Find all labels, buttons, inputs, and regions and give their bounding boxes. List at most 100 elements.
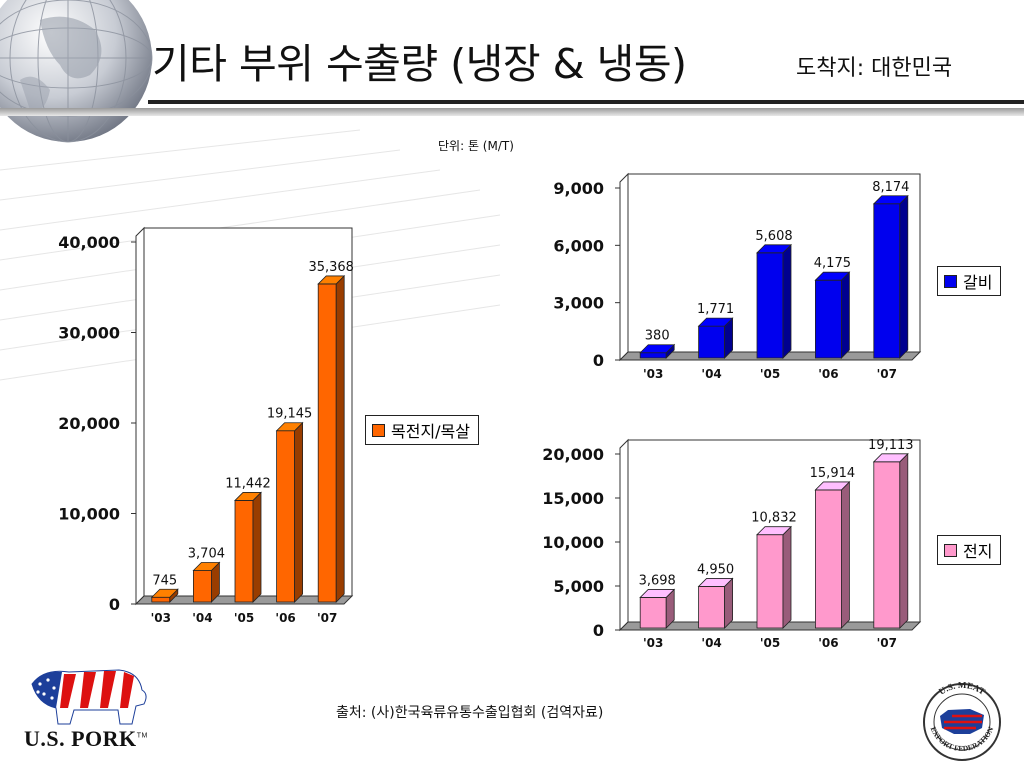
us-pork-logo xyxy=(31,669,147,725)
bar xyxy=(697,577,734,629)
bar-top xyxy=(814,271,851,281)
bar xyxy=(697,317,734,359)
data-label: 19,113 xyxy=(868,438,914,453)
bar-top xyxy=(317,275,346,285)
y-tick-label: 9,000 xyxy=(553,179,604,198)
x-tick-label: '03 xyxy=(643,636,663,650)
y-tick-label: 10,000 xyxy=(542,533,604,552)
bar-top xyxy=(192,562,221,571)
bar-top xyxy=(872,453,909,463)
data-label: 15,914 xyxy=(810,466,856,481)
bar-top xyxy=(275,422,304,432)
y-tick-label: 0 xyxy=(109,595,120,614)
bar-front xyxy=(815,489,842,629)
bar xyxy=(872,194,909,359)
data-label: 11,442 xyxy=(225,476,271,491)
bar-top xyxy=(756,526,792,536)
legend-ribs: 갈비 xyxy=(937,266,1002,296)
y-tick-label: 0 xyxy=(593,351,604,370)
legend-swatch xyxy=(944,543,957,557)
data-label: 1,771 xyxy=(697,302,734,317)
data-label: 4,950 xyxy=(697,562,734,577)
bar xyxy=(756,525,792,629)
title-shadow-rule xyxy=(0,108,1024,116)
x-tick-label: '07 xyxy=(317,611,337,625)
bar-front xyxy=(815,279,842,359)
bar-side xyxy=(899,452,909,629)
y-tick-label: 40,000 xyxy=(58,233,120,252)
x-tick-label: '03 xyxy=(151,611,171,625)
x-tick-label: '04 xyxy=(192,611,212,625)
y-tick-label: 10,000 xyxy=(58,505,120,524)
y-tick-label: 5,000 xyxy=(553,577,604,596)
bar-side xyxy=(724,577,733,629)
y-tick-label: 0 xyxy=(593,621,604,640)
data-label: 745 xyxy=(152,573,177,588)
legend-picnic: 전지 xyxy=(937,535,1002,565)
globe-icon xyxy=(0,0,153,143)
x-tick-label: '07 xyxy=(877,367,897,381)
bar xyxy=(275,421,304,603)
bar xyxy=(234,491,262,603)
legend-swatch xyxy=(372,423,385,437)
x-tick-label: '06 xyxy=(818,367,838,381)
y-tick-label: 15,000 xyxy=(542,489,604,508)
bar-side xyxy=(841,480,850,629)
bar-top xyxy=(150,588,179,598)
bar-top xyxy=(639,344,676,354)
x-tick-label: '06 xyxy=(275,611,295,625)
page-title: 기타 부위 수출량 (냉장 & 냉동) xyxy=(152,40,687,88)
bar-front xyxy=(756,534,784,629)
bar-front xyxy=(756,252,784,359)
y-tick-label: 3,000 xyxy=(553,294,604,313)
bar-front xyxy=(873,461,901,629)
data-label: 35,368 xyxy=(308,260,354,275)
source-note: 출처: (사)한국육류유통수출입협회 (검역자료) xyxy=(336,705,604,721)
data-label: 3,704 xyxy=(188,546,225,561)
bar-top xyxy=(872,195,909,205)
x-tick-label: '04 xyxy=(701,367,721,381)
bar xyxy=(317,274,346,603)
legend-swatch xyxy=(944,274,957,288)
title-rule xyxy=(148,100,1024,104)
legend-label: 목전지/목살 xyxy=(391,422,470,441)
x-tick-label: '05 xyxy=(760,367,780,381)
data-label: 5,608 xyxy=(755,229,792,244)
bar-top xyxy=(756,244,792,254)
legend-label: 갈비 xyxy=(963,273,993,292)
plot-side-wall xyxy=(619,438,629,632)
data-label: 19,145 xyxy=(267,407,313,422)
bar xyxy=(192,561,221,603)
bar xyxy=(639,343,676,359)
y-tick-label: 20,000 xyxy=(542,445,604,464)
page-subtitle: 도착지: 대한민국 xyxy=(796,56,953,81)
bar xyxy=(814,480,851,629)
bar xyxy=(150,588,179,603)
x-tick-label: '03 xyxy=(643,367,663,381)
y-tick-label: 6,000 xyxy=(553,236,604,255)
bar-top xyxy=(639,589,676,598)
y-tick-label: 30,000 xyxy=(58,324,120,343)
bar-top xyxy=(697,578,734,587)
bar-top xyxy=(234,492,262,501)
data-label: 3,698 xyxy=(639,573,676,588)
usmef-seal-logo: U.S. MEAT EXPORT FEDERATION xyxy=(923,682,1001,761)
bar xyxy=(814,271,851,359)
bar-top xyxy=(814,481,851,491)
legend-neck: 목전지/목살 xyxy=(365,415,479,445)
x-tick-label: '05 xyxy=(234,611,254,625)
bar xyxy=(756,243,792,359)
data-label: 8,174 xyxy=(872,180,909,195)
bar-front xyxy=(873,203,901,359)
x-tick-label: '07 xyxy=(877,636,897,650)
bar-side xyxy=(782,525,792,629)
x-tick-label: '06 xyxy=(818,636,838,650)
data-label: 4,175 xyxy=(814,256,851,271)
data-label: 380 xyxy=(645,329,670,344)
bar-front xyxy=(698,586,725,629)
x-tick-label: '04 xyxy=(701,636,721,650)
bar-top xyxy=(697,317,734,327)
data-label: 10,832 xyxy=(751,511,797,526)
